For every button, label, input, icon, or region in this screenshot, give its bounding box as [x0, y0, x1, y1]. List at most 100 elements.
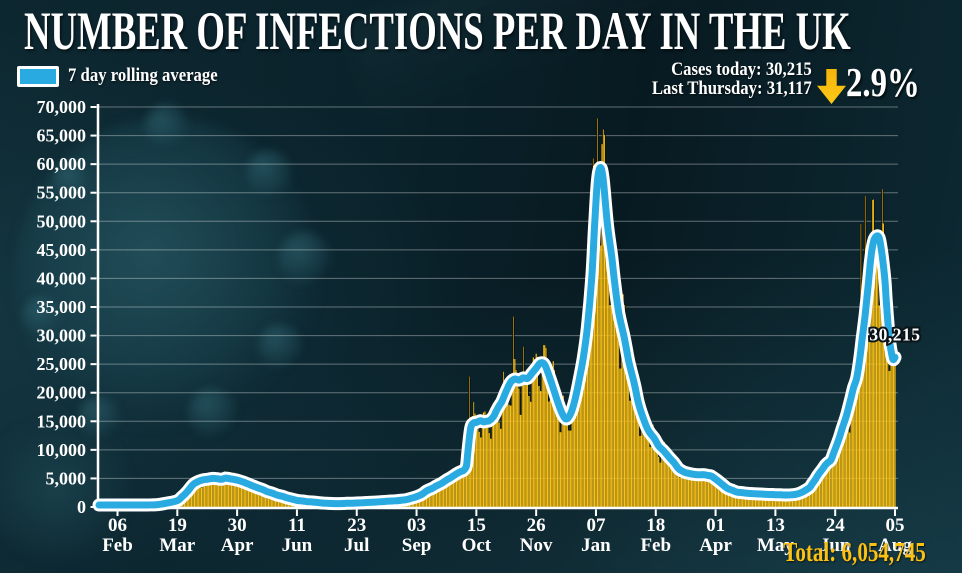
bar: [498, 422, 500, 507]
bar: [736, 493, 738, 507]
bar: [495, 407, 497, 507]
bar: [757, 494, 759, 507]
bar: [457, 476, 459, 507]
bar: [249, 487, 251, 507]
bar: [189, 492, 191, 507]
bar: [494, 408, 496, 507]
x-tick-label-month: May: [757, 535, 794, 556]
bar: [585, 316, 587, 507]
last-thursday-label: Last Thursday:: [652, 78, 763, 99]
bar: [779, 497, 781, 507]
total-cases: Total: 6,054,745: [783, 537, 926, 568]
bar: [440, 487, 442, 507]
bar: [202, 480, 204, 507]
x-tick-label-day: 23: [347, 515, 366, 536]
bar: [824, 461, 826, 507]
bar: [623, 305, 626, 507]
bar: [497, 416, 499, 507]
bar: [820, 466, 822, 507]
bar: [603, 134, 606, 507]
bar: [576, 379, 579, 507]
bar: [828, 468, 831, 507]
bar: [840, 432, 842, 507]
x-tick-label-month: Oct: [462, 535, 492, 556]
bar: [579, 394, 581, 507]
bar: [581, 352, 583, 507]
bar: [589, 338, 591, 507]
x-tick-label-month: Apr: [221, 535, 254, 556]
bar: [713, 476, 715, 507]
bar: [593, 187, 596, 507]
bar: [531, 364, 533, 507]
bar: [482, 412, 485, 507]
bar: [562, 395, 564, 507]
bar: [505, 387, 507, 507]
bar: [542, 345, 544, 507]
bar: [720, 481, 722, 507]
bar: [549, 400, 551, 507]
bar: [861, 307, 863, 507]
bar: [676, 465, 678, 507]
bar: [816, 479, 818, 507]
bar: [867, 325, 869, 507]
bar: [572, 393, 574, 507]
bar: [515, 370, 517, 507]
bar: [455, 470, 458, 507]
bar: [693, 469, 695, 507]
bar: [890, 345, 892, 507]
bar: [806, 490, 808, 507]
bar: [692, 468, 694, 507]
bar: [632, 359, 634, 507]
legend-swatch: [17, 65, 59, 87]
bar: [437, 485, 439, 507]
bar: [846, 417, 848, 507]
bar: [873, 199, 875, 508]
bar: [236, 480, 238, 507]
bar: [858, 382, 860, 507]
bar: [259, 491, 261, 507]
x-tick-label-day: 26: [527, 515, 546, 536]
bar: [458, 474, 460, 507]
bar: [438, 487, 440, 507]
bar: [622, 294, 624, 507]
bar: [612, 230, 614, 507]
bar: [689, 478, 691, 507]
bar: [655, 440, 657, 507]
bar: [475, 425, 477, 507]
bar: [555, 384, 557, 507]
y-tick-label: 55,000: [37, 183, 87, 203]
bar: [673, 457, 675, 507]
bar: [821, 464, 823, 507]
bar: [502, 371, 505, 507]
bar: [854, 385, 856, 507]
bar: [517, 385, 519, 507]
bar: [658, 456, 660, 507]
bar: [528, 396, 530, 507]
bar: [635, 375, 637, 507]
bar: [484, 411, 486, 507]
bar: [652, 424, 654, 507]
bar: [453, 469, 455, 507]
bar: [888, 370, 890, 507]
bar: [705, 470, 707, 507]
bar: [586, 330, 589, 507]
bar: [804, 489, 806, 507]
bar: [643, 418, 645, 507]
bar: [650, 428, 653, 507]
bar: [232, 477, 234, 507]
bar: [789, 496, 791, 507]
bar: [679, 477, 681, 507]
bar: [739, 495, 741, 507]
bar: [659, 462, 661, 507]
bar: [518, 388, 520, 507]
y-tick-label: 15,000: [37, 411, 87, 431]
bar: [621, 306, 623, 507]
bar: [433, 485, 435, 507]
bar: [514, 358, 516, 507]
bar: [575, 391, 577, 507]
bar: [653, 434, 655, 507]
current-value-annotation: 30,215: [869, 324, 920, 344]
bar: [712, 474, 714, 507]
legend-label: 7 day rolling average: [68, 65, 218, 86]
bar: [430, 493, 432, 507]
